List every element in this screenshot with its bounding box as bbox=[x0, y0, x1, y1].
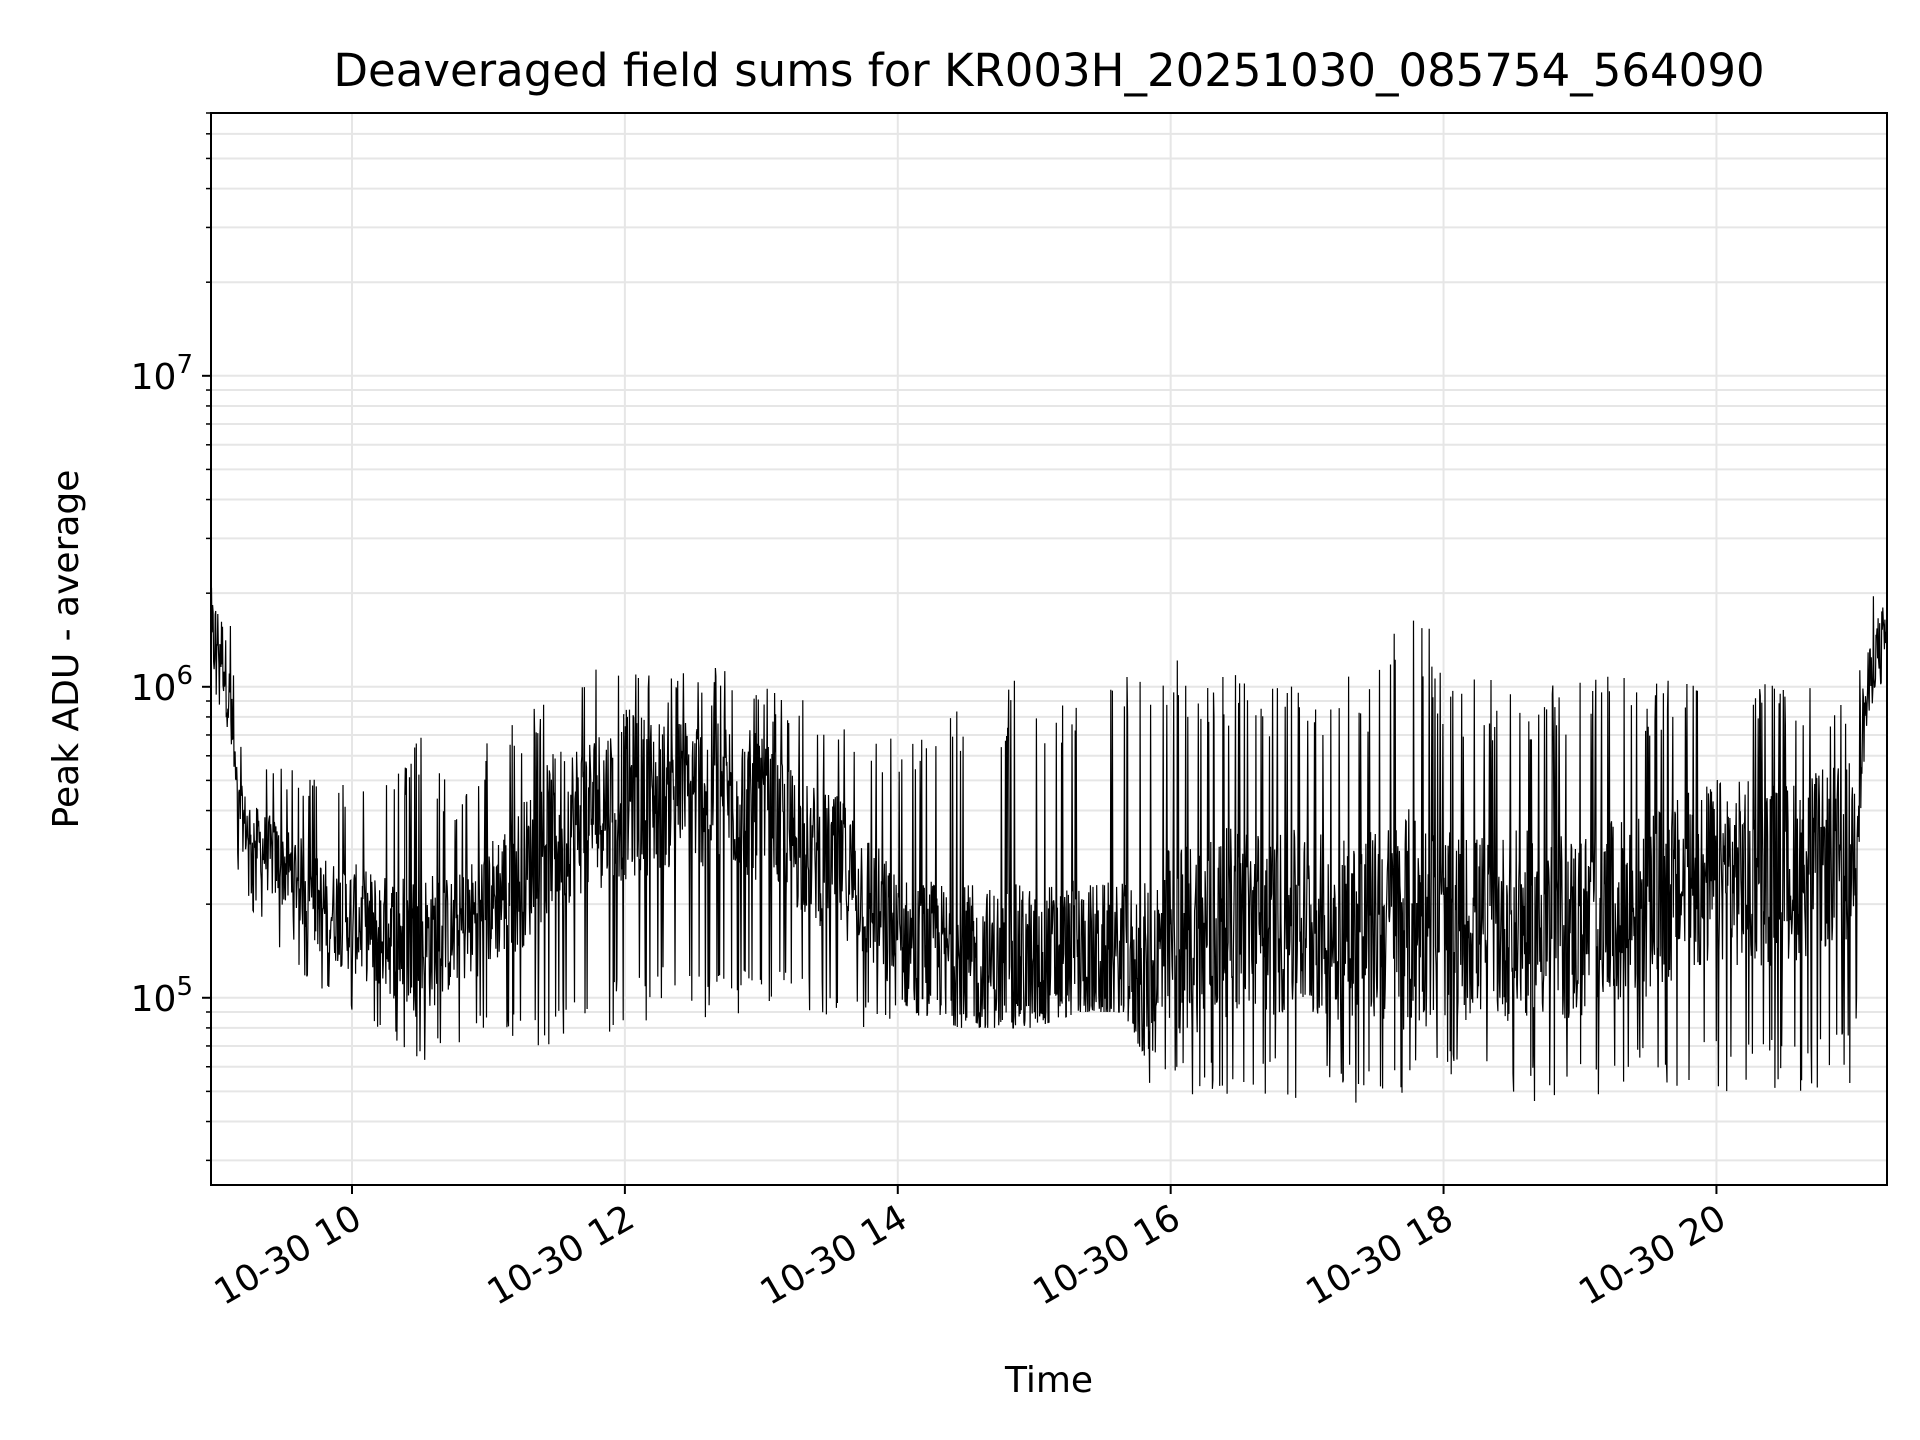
y-tick-exponent: 6 bbox=[176, 661, 193, 691]
plot-frame bbox=[210, 112, 1888, 1186]
y-axis-label: Peak ADU - average bbox=[46, 470, 87, 829]
series-line bbox=[210, 587, 1888, 1103]
y-tick-exponent: 5 bbox=[176, 972, 193, 1002]
y-tick-exponent: 7 bbox=[176, 350, 193, 380]
chart-title: Deaveraged field sums for KR003H_2025103… bbox=[333, 44, 1764, 97]
data-trace bbox=[210, 587, 1888, 1103]
x-axis-label: Time bbox=[1004, 1360, 1093, 1401]
